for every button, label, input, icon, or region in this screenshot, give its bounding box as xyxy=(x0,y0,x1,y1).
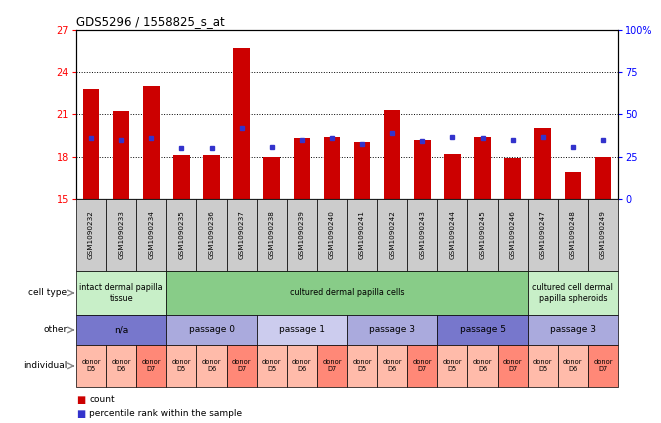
Text: donor
D6: donor D6 xyxy=(292,360,311,372)
Text: donor
D7: donor D7 xyxy=(503,360,522,372)
Bar xyxy=(324,137,340,199)
Text: passage 3: passage 3 xyxy=(369,325,415,335)
Text: donor
D6: donor D6 xyxy=(473,360,492,372)
Text: donor
D6: donor D6 xyxy=(563,360,582,372)
Text: donor
D5: donor D5 xyxy=(172,360,191,372)
Text: GSM1090245: GSM1090245 xyxy=(479,210,486,259)
Text: GSM1090243: GSM1090243 xyxy=(419,210,425,259)
Bar xyxy=(113,111,130,199)
Text: ■: ■ xyxy=(76,409,85,419)
Text: donor
D7: donor D7 xyxy=(322,360,342,372)
Text: donor
D6: donor D6 xyxy=(383,360,402,372)
Text: GSM1090249: GSM1090249 xyxy=(600,210,606,259)
Text: donor
D6: donor D6 xyxy=(112,360,131,372)
Text: GSM1090234: GSM1090234 xyxy=(148,210,154,259)
Text: GSM1090248: GSM1090248 xyxy=(570,210,576,259)
Bar xyxy=(354,143,370,199)
Text: donor
D6: donor D6 xyxy=(202,360,221,372)
Text: GSM1090246: GSM1090246 xyxy=(510,210,516,259)
Text: individual: individual xyxy=(23,361,67,371)
Bar xyxy=(143,86,159,199)
Bar xyxy=(233,48,250,199)
Bar xyxy=(384,110,401,199)
Bar xyxy=(564,172,581,199)
Bar xyxy=(414,140,430,199)
Bar xyxy=(535,128,551,199)
Text: passage 5: passage 5 xyxy=(459,325,506,335)
Text: GSM1090241: GSM1090241 xyxy=(359,210,365,259)
Text: count: count xyxy=(89,395,115,404)
Text: donor
D5: donor D5 xyxy=(81,360,101,372)
Text: donor
D5: donor D5 xyxy=(443,360,462,372)
Text: GSM1090237: GSM1090237 xyxy=(239,210,245,259)
Text: GSM1090247: GSM1090247 xyxy=(540,210,546,259)
Bar xyxy=(595,157,611,199)
Text: GSM1090238: GSM1090238 xyxy=(269,210,275,259)
Text: passage 3: passage 3 xyxy=(550,325,596,335)
Bar xyxy=(293,138,310,199)
Text: GSM1090240: GSM1090240 xyxy=(329,210,335,259)
Text: cell type: cell type xyxy=(28,288,67,297)
Text: GSM1090232: GSM1090232 xyxy=(88,210,94,259)
Bar xyxy=(83,89,99,199)
Text: GSM1090236: GSM1090236 xyxy=(208,210,215,259)
Text: cultured dermal papilla cells: cultured dermal papilla cells xyxy=(290,288,405,297)
Text: GSM1090239: GSM1090239 xyxy=(299,210,305,259)
Text: other: other xyxy=(43,325,67,335)
Text: donor
D7: donor D7 xyxy=(412,360,432,372)
Text: GSM1090242: GSM1090242 xyxy=(389,210,395,259)
Text: ■: ■ xyxy=(76,395,85,405)
Bar xyxy=(203,155,220,199)
Text: donor
D7: donor D7 xyxy=(232,360,251,372)
Bar xyxy=(444,154,461,199)
Text: cultured cell dermal
papilla spheroids: cultured cell dermal papilla spheroids xyxy=(532,283,613,302)
Text: GSM1090244: GSM1090244 xyxy=(449,210,455,259)
Text: donor
D5: donor D5 xyxy=(533,360,553,372)
Text: n/a: n/a xyxy=(114,325,128,335)
Text: GDS5296 / 1558825_s_at: GDS5296 / 1558825_s_at xyxy=(76,15,225,28)
Text: donor
D7: donor D7 xyxy=(141,360,161,372)
Text: passage 1: passage 1 xyxy=(279,325,325,335)
Text: percentile rank within the sample: percentile rank within the sample xyxy=(89,409,243,418)
Bar xyxy=(504,158,521,199)
Text: GSM1090233: GSM1090233 xyxy=(118,210,124,259)
Text: donor
D7: donor D7 xyxy=(593,360,613,372)
Text: GSM1090235: GSM1090235 xyxy=(178,210,184,259)
Bar xyxy=(264,157,280,199)
Text: passage 0: passage 0 xyxy=(188,325,235,335)
Text: intact dermal papilla
tissue: intact dermal papilla tissue xyxy=(79,283,163,302)
Text: donor
D5: donor D5 xyxy=(352,360,372,372)
Text: donor
D5: donor D5 xyxy=(262,360,282,372)
Bar xyxy=(173,155,190,199)
Bar xyxy=(474,137,491,199)
